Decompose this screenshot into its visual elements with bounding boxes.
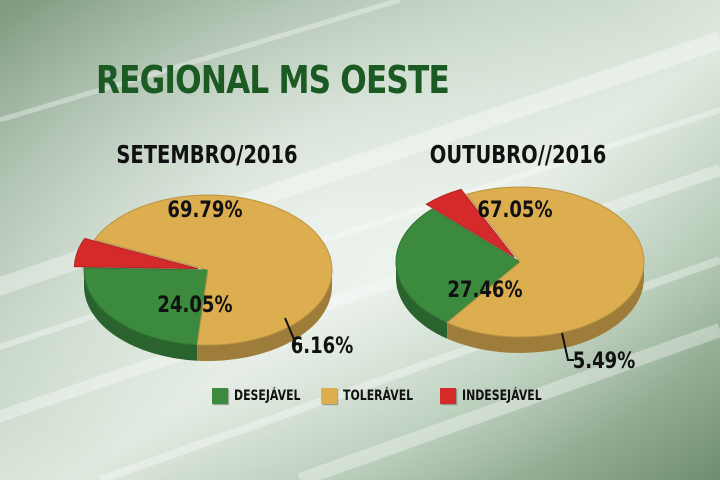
pie-0-label-toleravel: 69.79%	[167, 196, 242, 222]
legend-label-indesejavel: INDESEJÁVEL	[462, 388, 542, 404]
legend-item-desejavel: DESEJÁVEL	[212, 388, 319, 404]
pie-0-slice-desejavel	[83, 267, 209, 346]
pie-1-side-toleravel	[447, 262, 644, 353]
pie-0-label-desejavel: 24.05%	[157, 291, 232, 317]
pie-0-side-desejavel	[84, 270, 198, 361]
pie-1-leader-line	[561, 332, 574, 361]
pie-0-leader-line	[284, 317, 302, 345]
chart-title-setembro: SETEMBRO/2016	[116, 140, 298, 169]
pie-0-side-toleravel	[197, 270, 332, 361]
legend-label-toleravel: TOLERÁVEL	[343, 388, 414, 404]
page-title: REGIONAL MS OESTE	[96, 58, 450, 102]
pie-0-label-indesejavel: 6.16%	[291, 332, 354, 358]
pie-1-slice-desejavel	[395, 208, 521, 324]
pie-0-slice-indesejavel	[73, 237, 199, 270]
pie-1-side-desejavel	[396, 262, 448, 339]
legend-item-indesejavel: INDESEJÁVEL	[440, 388, 564, 404]
pie-1-label-desejavel: 27.46%	[447, 276, 522, 302]
pie-0-slice-toleravel	[93, 194, 333, 346]
pie-1: 27.46% 67.05% 5.49%	[395, 186, 645, 373]
pie-0: 24.05% 69.79% 6.16%	[73, 194, 354, 361]
legend-swatch-desejavel	[212, 388, 228, 404]
pie-1-label-indesejavel: 5.49%	[573, 347, 636, 373]
legend-item-toleravel: TOLERÁVEL	[321, 388, 433, 404]
pie-1-label-toleravel: 67.05%	[477, 196, 552, 222]
chart-title-outubro: OUTUBRO//2016	[429, 140, 607, 169]
legend-swatch-toleravel	[321, 388, 337, 404]
legend-swatch-indesejavel	[440, 388, 456, 404]
pie-1-slice-toleravel	[446, 186, 645, 338]
pie-1-slice-indesejavel	[425, 188, 515, 258]
legend-label-desejavel: DESEJÁVEL	[234, 388, 301, 404]
